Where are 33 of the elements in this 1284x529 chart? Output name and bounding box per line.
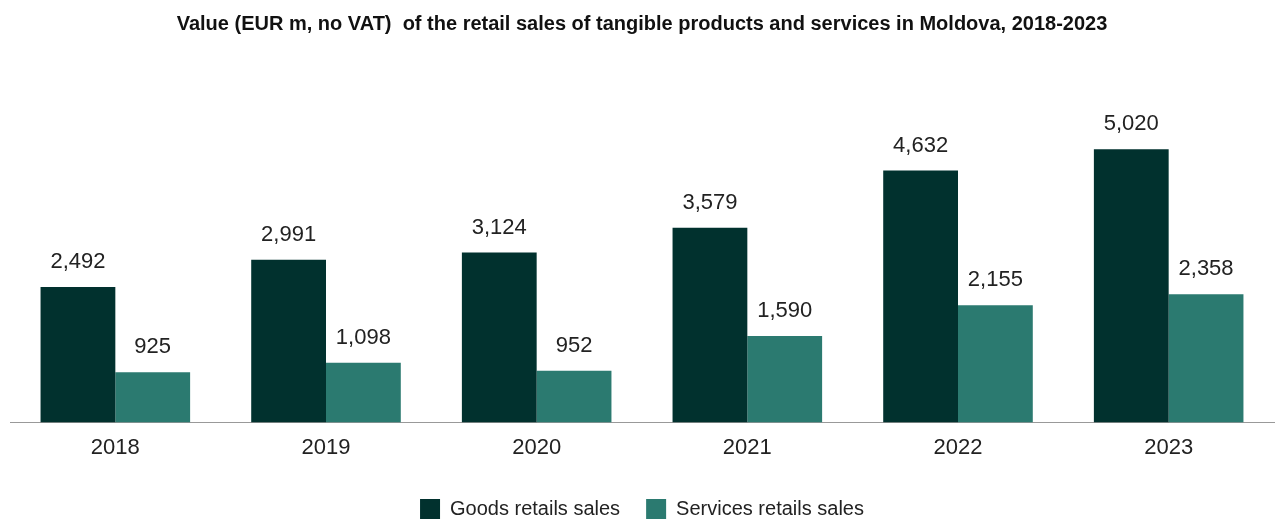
bar: [536, 370, 612, 423]
x-tick-label: 2022: [933, 433, 983, 459]
bar: [883, 170, 958, 423]
bar: [1168, 294, 1244, 423]
x-tick-label: 2019: [301, 433, 351, 459]
data-label: 2,492: [50, 248, 106, 274]
bar: [1093, 149, 1169, 423]
bar: [326, 362, 401, 423]
chart-title: Value (EUR m, no VAT) of the retail sales of tangible products and services in Moldova, 2018-2023: [176, 11, 1108, 34]
data-label: 1,590: [757, 297, 813, 323]
bar: [747, 336, 823, 423]
data-label: 925: [134, 333, 172, 359]
bar: [672, 227, 748, 423]
legend-label: Services retails sales: [676, 496, 864, 519]
data-label: 952: [555, 331, 593, 357]
data-label: 1,098: [335, 323, 391, 349]
data-label: 4,632: [893, 131, 949, 157]
x-tick-label: 2023: [1144, 433, 1194, 459]
data-label: 2,991: [261, 220, 317, 246]
x-tick-label: 2020: [512, 433, 562, 459]
legend-label: Goods retails sales: [450, 496, 621, 519]
data-label: 3,579: [682, 188, 738, 214]
bar: [40, 286, 116, 423]
data-label: 5,020: [1103, 110, 1159, 136]
x-tick-label: 2021: [722, 433, 772, 459]
bar: [958, 305, 1033, 423]
data-label: 2,155: [967, 266, 1023, 292]
data-label: 2,358: [1178, 255, 1234, 281]
bar: [115, 372, 191, 423]
bar: [461, 252, 537, 423]
data-label: 3,124: [471, 213, 527, 239]
x-tick-label: 2018: [90, 433, 140, 459]
bar: [251, 259, 326, 423]
